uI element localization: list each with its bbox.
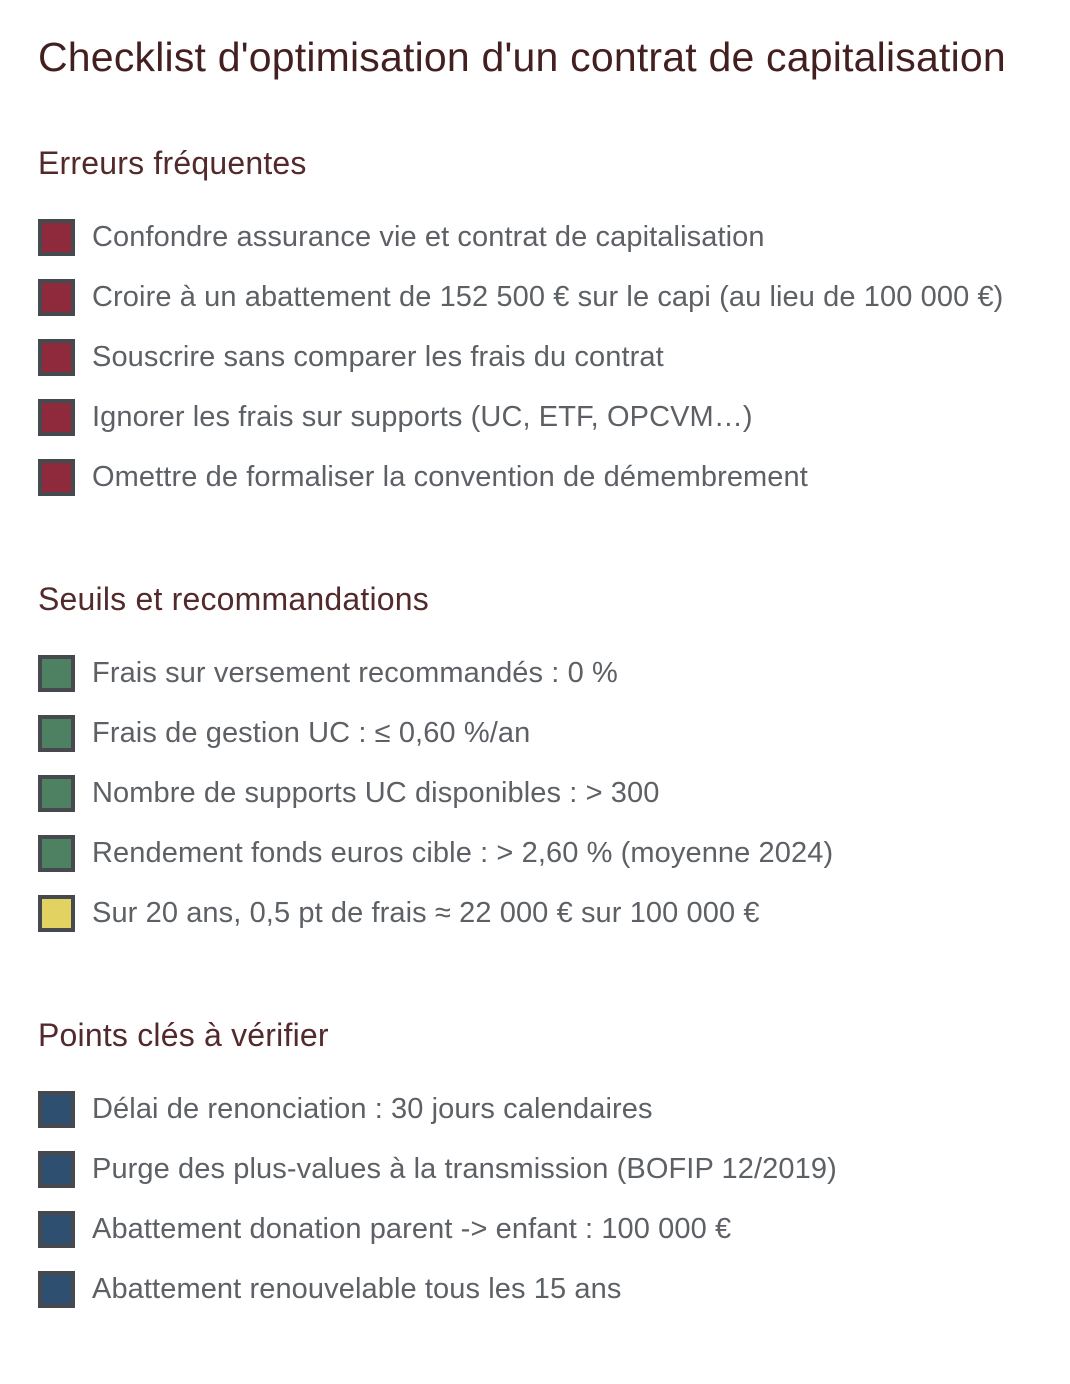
section-heading: Points clés à vérifier bbox=[38, 1017, 329, 1053]
checklist-item-label: Nombre de supports UC disponibles : > 30… bbox=[92, 776, 660, 809]
section-rows: Frais sur versement recommandés : 0 % Fra… bbox=[38, 643, 1045, 943]
checklist-item: Sur 20 ans, 0,5 pt de frais ≈ 22 000 € s… bbox=[38, 883, 1045, 943]
checklist-item: Frais de gestion UC : ≤ 0,60 %/an bbox=[38, 703, 1045, 763]
checklist-item: Purge des plus-values à la transmission … bbox=[38, 1139, 1045, 1199]
checkbox[interactable] bbox=[38, 1270, 75, 1308]
checkbox[interactable] bbox=[38, 1090, 75, 1128]
checklist-item-label: Frais de gestion UC : ≤ 0,60 %/an bbox=[92, 716, 531, 749]
page-title: Checklist d'optimisation d'un contrat de… bbox=[38, 34, 1006, 80]
checklist-section: Seuils et recommandations Frais sur verse… bbox=[38, 578, 1045, 943]
checklist-item: Confondre assurance vie et contrat de ca… bbox=[38, 207, 1045, 267]
checklist-item-label: Croire à un abattement de 152 500 € sur … bbox=[92, 280, 1004, 313]
checklist-item-label: Délai de renonciation : 30 jours calenda… bbox=[92, 1092, 653, 1125]
section-heading: Erreurs fréquentes bbox=[38, 145, 307, 181]
checklist-item-label: Frais sur versement recommandés : 0 % bbox=[92, 656, 618, 689]
checkbox[interactable] bbox=[38, 398, 75, 436]
checklist-item-label: Purge des plus-values à la transmission … bbox=[92, 1152, 837, 1185]
checklist-item-label: Rendement fonds euros cible : > 2,60 % (… bbox=[92, 836, 834, 869]
checklist-section: Erreurs fréquentes Confondre assurance vi… bbox=[38, 142, 1045, 507]
checkbox[interactable] bbox=[38, 218, 75, 256]
checklist-item-label: Confondre assurance vie et contrat de ca… bbox=[92, 220, 765, 253]
section-rows: Confondre assurance vie et contrat de ca… bbox=[38, 207, 1045, 507]
checklist-item: Frais sur versement recommandés : 0 % bbox=[38, 643, 1045, 703]
checkbox[interactable] bbox=[38, 338, 75, 376]
checklist-item: Souscrire sans comparer les frais du con… bbox=[38, 327, 1045, 387]
checkbox[interactable] bbox=[38, 714, 75, 752]
checklist-item: Abattement renouvelable tous les 15 ans bbox=[38, 1259, 1045, 1319]
checklist-item-label: Abattement renouvelable tous les 15 ans bbox=[92, 1272, 622, 1305]
checkbox[interactable] bbox=[38, 1210, 75, 1248]
checklist-item: Abattement donation parent -> enfant : 1… bbox=[38, 1199, 1045, 1259]
checklist-item-label: Abattement donation parent -> enfant : 1… bbox=[92, 1212, 732, 1245]
checkbox[interactable] bbox=[38, 278, 75, 316]
checkbox[interactable] bbox=[38, 774, 75, 812]
sections-container: Erreurs fréquentes Confondre assurance vi… bbox=[38, 142, 1045, 1319]
checklist-item-label: Sur 20 ans, 0,5 pt de frais ≈ 22 000 € s… bbox=[92, 896, 760, 929]
checklist-item: Délai de renonciation : 30 jours calenda… bbox=[38, 1079, 1045, 1139]
checklist-section: Points clés à vérifier Délai de renonciat… bbox=[38, 1014, 1045, 1319]
checklist-item-label: Omettre de formaliser la convention de d… bbox=[92, 460, 808, 493]
checklist-item: Croire à un abattement de 152 500 € sur … bbox=[38, 267, 1045, 327]
checkbox[interactable] bbox=[38, 654, 75, 692]
checklist-item-label: Ignorer les frais sur supports (UC, ETF,… bbox=[92, 400, 753, 433]
checklist-item: Omettre de formaliser la convention de d… bbox=[38, 447, 1045, 507]
checklist-item-label: Souscrire sans comparer les frais du con… bbox=[92, 340, 664, 373]
checkbox[interactable] bbox=[38, 1150, 75, 1188]
checkbox[interactable] bbox=[38, 834, 75, 872]
checklist-item: Rendement fonds euros cible : > 2,60 % (… bbox=[38, 823, 1045, 883]
checkbox[interactable] bbox=[38, 458, 75, 496]
checklist-item: Nombre de supports UC disponibles : > 30… bbox=[38, 763, 1045, 823]
checkbox[interactable] bbox=[38, 894, 75, 932]
section-rows: Délai de renonciation : 30 jours calenda… bbox=[38, 1079, 1045, 1319]
section-heading: Seuils et recommandations bbox=[38, 581, 429, 617]
checklist-item: Ignorer les frais sur supports (UC, ETF,… bbox=[38, 387, 1045, 447]
